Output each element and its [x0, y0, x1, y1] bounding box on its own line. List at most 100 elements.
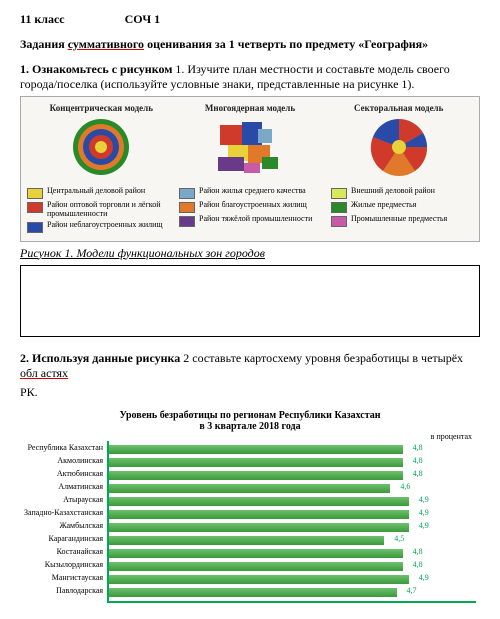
bar-value: 4,9 [419, 508, 429, 517]
bar-row: 4,8 [109, 443, 476, 456]
chart-title: Уровень безработицы по регионам Республи… [24, 410, 476, 421]
legend-swatch [179, 188, 195, 199]
bar: 4,5 [109, 536, 384, 545]
chart-y-label: Мангистауская [24, 571, 103, 584]
bar-row: 4,8 [109, 456, 476, 469]
fig1-models [27, 117, 473, 177]
task2-rk: РК. [20, 385, 480, 400]
bar-row: 4,5 [109, 534, 476, 547]
bar: 4,8 [109, 562, 403, 571]
bar: 4,9 [109, 523, 409, 532]
legend-swatch [27, 222, 43, 233]
chart-y-label: Западно-Казахстанская [24, 506, 103, 519]
bar: 4,8 [109, 445, 403, 454]
bar-value: 4,9 [419, 521, 429, 530]
task1-label: 1. Ознакомьтесь с рисунком [20, 62, 172, 76]
legend-text: Район тяжёлой промышленности [199, 215, 312, 224]
legend-item: Район неблагоустроенных жилищ [27, 221, 169, 233]
bar-row: 4,9 [109, 495, 476, 508]
task1-text: 1. Ознакомьтесь с рисунком 1. Изучите пл… [20, 62, 480, 92]
bar-value: 4,8 [413, 456, 423, 465]
chart-y-label: Алматинская [24, 480, 103, 493]
chart-y-label: Жамбылская [24, 519, 103, 532]
doc-title: Задания суммативного оценивания за 1 чет… [20, 37, 480, 52]
legend-text: Район неблагоустроенных жилищ [47, 221, 163, 230]
legend-col: Центральный деловой район Район оптовой т… [27, 185, 169, 235]
bar: 4,9 [109, 575, 409, 584]
legend-item: Жилые предместья [331, 201, 473, 213]
fig1-model-title: Многоядерная модель [176, 103, 325, 113]
bar: 4,7 [109, 588, 396, 597]
bar-row: 4,9 [109, 573, 476, 586]
caption-post: Модели функциональных зон городов [73, 246, 265, 260]
grade-label: 11 класс [20, 12, 65, 27]
fig1-model-title: Концентрическая модель [27, 103, 176, 113]
figure1: Концентрическая модельМногоядерная модел… [20, 96, 480, 242]
legend-item: Район благоустроенных жилищ [179, 201, 321, 213]
chart-y-labels: Республика КазахстанАкмолинскаяАктюбинск… [24, 441, 107, 603]
chart-body: Республика КазахстанАкмолинскаяАктюбинск… [24, 441, 476, 603]
legend-col: Район жилья среднего качества Район благо… [179, 185, 321, 235]
title-post: оценивания за 1 четверть по предмету «Ге… [144, 37, 428, 51]
chart-y-label: Карагандинская [24, 532, 103, 545]
bar-value: 4,7 [407, 586, 417, 595]
chart-y-label: Республика Казахстан [24, 441, 103, 454]
model-concentric-icon [61, 117, 141, 177]
bar: 4,9 [109, 510, 409, 519]
bar-value: 4,8 [413, 560, 423, 569]
bar-value: 4,8 [413, 547, 423, 556]
answer-box[interactable] [20, 265, 480, 337]
bar: 4,8 [109, 549, 403, 558]
bar-row: 4,9 [109, 521, 476, 534]
fig1-legend: Центральный деловой район Район оптовой т… [27, 185, 473, 235]
bar-value: 4,8 [413, 469, 423, 478]
bar-row: 4,8 [109, 547, 476, 560]
bar-row: 4,8 [109, 469, 476, 482]
legend-swatch [331, 216, 347, 227]
legend-text: Промышленные предместья [351, 215, 447, 224]
legend-swatch [27, 202, 43, 213]
legend-swatch [179, 202, 195, 213]
bar: 4,8 [109, 471, 403, 480]
legend-item: Район тяжёлой промышленности [179, 215, 321, 227]
title-pre: Задания [20, 37, 68, 51]
chart-y-label: Акмолинская [24, 454, 103, 467]
bar-value: 4,9 [419, 495, 429, 504]
legend-text: Жилые предместья [351, 201, 416, 210]
task2-text: 2. Используя данные рисунка 2 составьте … [20, 351, 480, 381]
legend-swatch [179, 216, 195, 227]
test-label: СОЧ 1 [125, 12, 161, 27]
model-multinuclei-icon [210, 117, 290, 177]
fig1-titles: Концентрическая модельМногоядерная модел… [27, 103, 473, 113]
bar-value: 4,5 [394, 534, 404, 543]
bar-row: 4,8 [109, 560, 476, 573]
legend-swatch [331, 188, 347, 199]
legend-swatch [331, 202, 347, 213]
fig1-caption: Рисунок 1. Модели функциональных зон гор… [20, 246, 480, 261]
legend-item: Центральный деловой район [27, 187, 169, 199]
legend-item: Район жилья среднего качества [179, 187, 321, 199]
legend-text: Центральный деловой район [47, 187, 145, 196]
chart-y-label: Кызылординская [24, 558, 103, 571]
legend-text: Внешний деловой район [351, 187, 435, 196]
legend-text: Район оптовой торговли и лёгкой промышле… [47, 201, 169, 219]
chart-y-label: Костанайская [24, 545, 103, 558]
legend-item: Внешний деловой район [331, 187, 473, 199]
bar-row: 4,9 [109, 508, 476, 521]
chart-y-label: Актюбинская [24, 467, 103, 480]
bar-value: 4,6 [400, 482, 410, 491]
model-sectoral-icon [359, 117, 439, 177]
task2-post: 2 составьте картосхему уровня безработиц… [180, 351, 463, 365]
task2-underlined: обл астях [20, 366, 68, 380]
task1-num: 1. [172, 62, 187, 76]
chart-bars: 4,84,84,84,64,94,94,94,54,84,84,94,7 [107, 441, 476, 603]
bar-value: 4,8 [413, 443, 423, 452]
bar-row: 4,7 [109, 586, 476, 599]
chart-unit: в процентах [24, 432, 472, 441]
bar-value: 4,9 [419, 573, 429, 582]
legend-col: Внешний деловой район Жилые предместья Про… [331, 185, 473, 235]
legend-swatch [27, 188, 43, 199]
chart-y-label: Атырауская [24, 493, 103, 506]
header: 11 класс СОЧ 1 [20, 12, 480, 27]
bar-row: 4,6 [109, 482, 476, 495]
